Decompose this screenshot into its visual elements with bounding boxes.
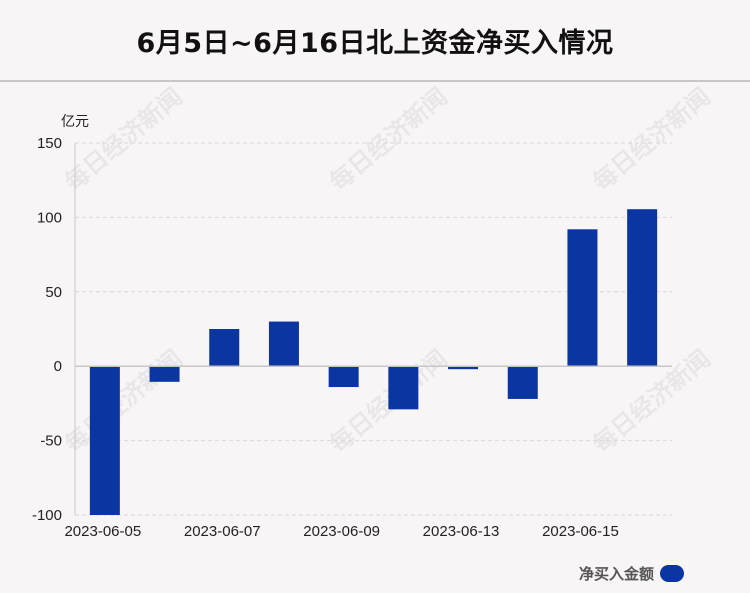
chart-title: 6月5日~6月16日北上资金净买入情况	[136, 27, 614, 59]
y-tick-label: 50	[45, 284, 62, 301]
x-tick-label: 2023-06-09	[303, 523, 380, 540]
bar	[448, 366, 479, 370]
x-tick-label: 2023-06-15	[542, 523, 619, 540]
legend: 净买入金额	[579, 563, 684, 584]
bar	[388, 366, 419, 410]
y-tick-label: -100	[32, 507, 62, 524]
legend-swatch	[660, 565, 684, 582]
bar	[328, 366, 359, 388]
y-tick-label: 150	[37, 135, 62, 152]
title-bar: 6月5日~6月16日北上资金净买入情况	[0, 0, 750, 82]
x-tick-label: 2023-06-13	[423, 523, 500, 540]
bar	[507, 366, 538, 399]
y-tick-label: -50	[40, 433, 62, 450]
x-tick-label: 2023-06-07	[184, 523, 261, 540]
bar	[209, 329, 240, 367]
bar	[627, 209, 658, 367]
bar	[89, 366, 120, 515]
bar	[567, 229, 598, 367]
y-axis-unit: 亿元	[61, 114, 89, 130]
y-tick-label: 0	[54, 358, 62, 375]
bar	[268, 321, 299, 367]
legend-label: 净买入金额	[578, 565, 654, 583]
y-tick-label: 100	[37, 209, 62, 226]
bar	[149, 366, 180, 382]
x-tick-label: 2023-06-05	[64, 523, 141, 540]
